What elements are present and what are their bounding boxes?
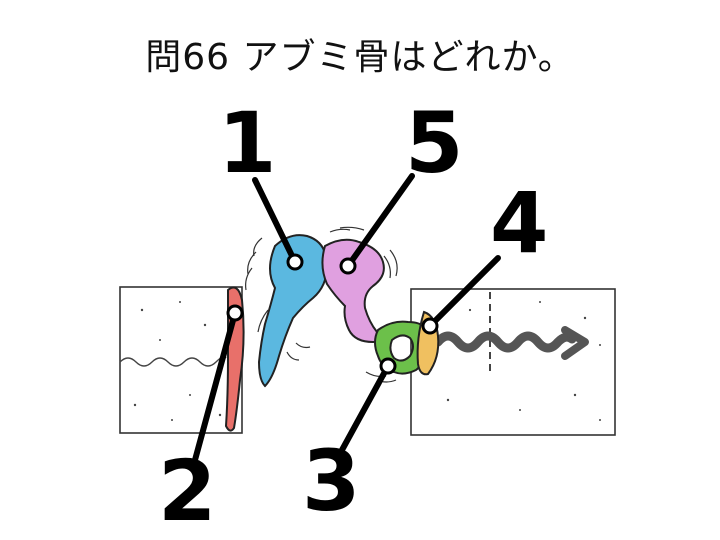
motion-marks	[245, 226, 398, 383]
label-3: 3	[302, 432, 360, 530]
label-4: 4	[490, 174, 548, 272]
pointer-1	[252, 177, 304, 271]
pointer-4	[421, 255, 501, 335]
label-2: 2	[158, 442, 216, 540]
pointer-5	[339, 173, 415, 275]
sound-wave-arrow	[433, 326, 589, 360]
question-title: 問66 アブミ骨はどれか。	[145, 37, 575, 78]
label-1: 1	[218, 94, 276, 192]
pointer-2	[192, 304, 244, 463]
pointer-3	[339, 357, 397, 453]
label-5: 5	[405, 94, 463, 192]
